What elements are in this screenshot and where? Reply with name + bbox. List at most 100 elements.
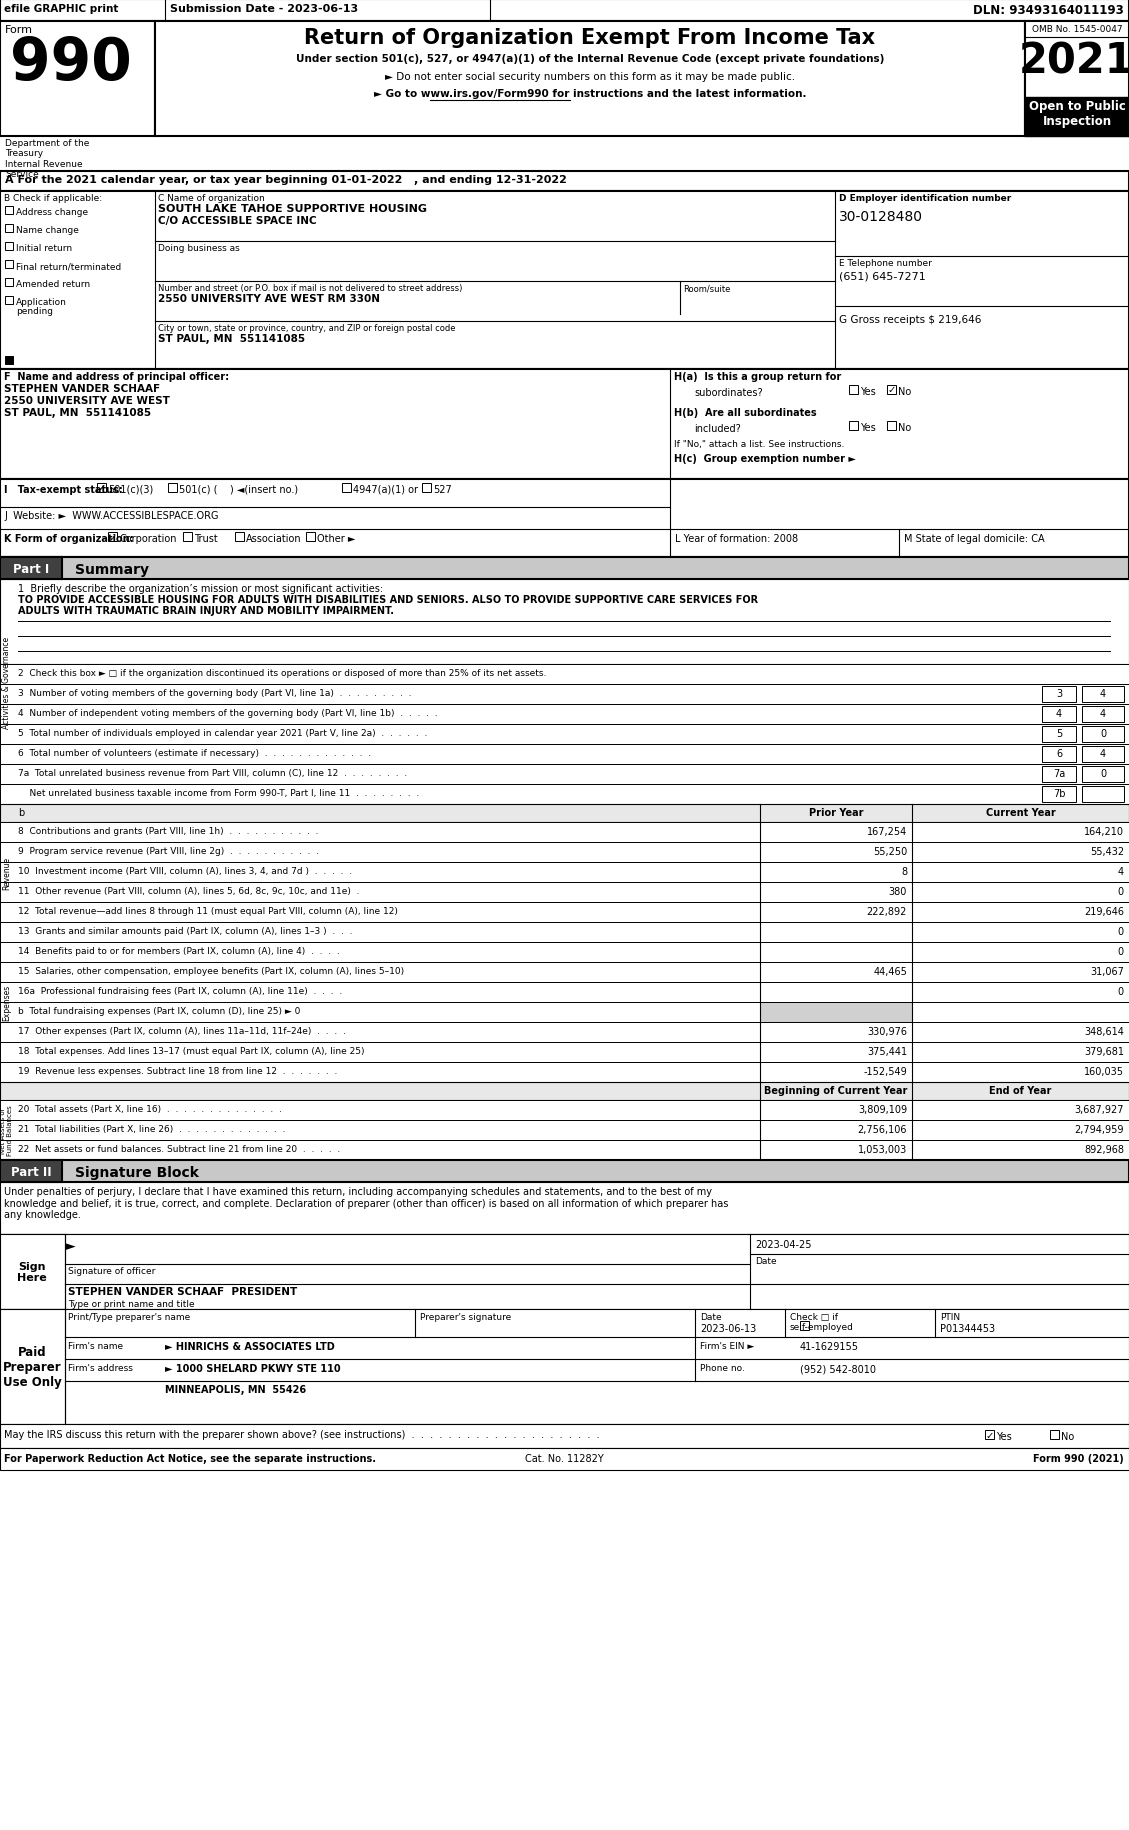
Text: K Form of organization:: K Form of organization:	[5, 534, 133, 544]
Text: ►: ►	[65, 1239, 76, 1252]
Bar	[5, 296, 14, 306]
Text: 20  Total assets (Part X, line 16)  .  .  .  .  .  .  .  .  .  .  .  .  .  .: 20 Total assets (Part X, line 16) . . . …	[18, 1103, 282, 1113]
Text: (651) 645-7271: (651) 645-7271	[839, 271, 926, 280]
Text: 16a  Professional fundraising fees (Part IX, column (A), line 11e)  .  .  .  .: 16a Professional fundraising fees (Part …	[18, 986, 342, 996]
Text: Date: Date	[700, 1312, 721, 1321]
Bar	[0, 785, 1129, 805]
Text: H(b)  Are all subordinates: H(b) Are all subordinates	[674, 408, 816, 417]
Bar	[0, 963, 1129, 983]
Bar	[0, 1100, 1129, 1120]
Bar	[1042, 747, 1076, 763]
Text: PTIN: PTIN	[940, 1312, 960, 1321]
Text: If "No," attach a list. See instructions.: If "No," attach a list. See instructions…	[674, 439, 844, 448]
Bar	[0, 22, 155, 137]
Text: 30-0128480: 30-0128480	[839, 210, 924, 223]
Bar	[0, 558, 62, 580]
Text: 379,681: 379,681	[1084, 1047, 1124, 1056]
Text: Form 990 (2021): Form 990 (2021)	[1033, 1453, 1124, 1464]
Text: 55,432: 55,432	[1089, 847, 1124, 856]
Text: P01344453: P01344453	[940, 1323, 995, 1334]
Text: 3,687,927: 3,687,927	[1075, 1103, 1124, 1114]
Bar	[0, 684, 1129, 705]
Text: 4: 4	[1100, 688, 1106, 699]
Text: 4  Number of independent voting members of the governing body (Part VI, line 1b): 4 Number of independent voting members o…	[18, 708, 438, 717]
Text: 0: 0	[1100, 769, 1106, 778]
Text: 22  Net assets or fund balances. Subtract line 21 from line 20  .  .  .  .  .: 22 Net assets or fund balances. Subtract…	[18, 1144, 340, 1153]
Bar	[1082, 686, 1124, 703]
Text: May the IRS discuss this return with the preparer shown above? (see instructions: May the IRS discuss this return with the…	[5, 1429, 599, 1438]
Text: 18  Total expenses. Add lines 13–17 (must equal Part IX, column (A), line 25): 18 Total expenses. Add lines 13–17 (must…	[18, 1047, 365, 1056]
Text: 12  Total revenue—add lines 8 through 11 (must equal Part VIII, column (A), line: 12 Total revenue—add lines 8 through 11 …	[18, 906, 397, 915]
Text: 0: 0	[1118, 946, 1124, 957]
Bar	[0, 1120, 1129, 1140]
Bar	[183, 533, 192, 542]
Text: Phone no.: Phone no.	[700, 1363, 745, 1372]
Text: C Name of organization: C Name of organization	[158, 194, 264, 203]
Bar	[0, 1448, 1129, 1469]
Text: (952) 542-8010: (952) 542-8010	[800, 1363, 876, 1372]
Text: TO PROVIDE ACCESSIBLE HOUSING FOR ADULTS WITH DISABILITIES AND SENIORS. ALSO TO : TO PROVIDE ACCESSIBLE HOUSING FOR ADULTS…	[18, 595, 759, 604]
Bar	[760, 1003, 912, 1023]
Bar	[849, 386, 858, 395]
Text: Signature of officer: Signature of officer	[68, 1266, 156, 1276]
Text: 167,254: 167,254	[867, 827, 907, 836]
Bar	[1082, 767, 1124, 783]
Bar	[155, 22, 1025, 137]
Text: MINNEAPOLIS, MN  55426: MINNEAPOLIS, MN 55426	[165, 1383, 306, 1394]
Bar	[0, 765, 1129, 785]
Bar	[168, 483, 177, 492]
Text: End of Year: End of Year	[989, 1085, 1052, 1096]
Text: 6  Total number of volunteers (estimate if necessary)  .  .  .  .  .  .  .  .  .: 6 Total number of volunteers (estimate i…	[18, 748, 371, 758]
Bar	[0, 0, 1129, 22]
Text: 2  Check this box ► □ if the organization discontinued its operations or dispose: 2 Check this box ► □ if the organization…	[18, 668, 546, 677]
Bar	[5, 262, 14, 269]
Text: ► Go to www.irs.gov/Form990 for instructions and the latest information.: ► Go to www.irs.gov/Form990 for instruct…	[374, 90, 806, 99]
Bar	[0, 479, 1129, 558]
Text: Date: Date	[755, 1257, 777, 1265]
Text: Print/Type preparer's name: Print/Type preparer's name	[68, 1312, 191, 1321]
Bar	[342, 483, 351, 492]
Text: 21  Total liabilities (Part X, line 26)  .  .  .  .  .  .  .  .  .  .  .  .  .: 21 Total liabilities (Part X, line 26) .…	[18, 1124, 286, 1133]
Text: ST PAUL, MN  551141085: ST PAUL, MN 551141085	[5, 408, 151, 417]
Bar	[0, 558, 1129, 580]
Text: Preparer's signature: Preparer's signature	[420, 1312, 511, 1321]
Text: E Telephone number: E Telephone number	[839, 258, 931, 267]
Text: 501(c) (    ) ◄(insert no.): 501(c) ( ) ◄(insert no.)	[180, 485, 298, 494]
Text: 9  Program service revenue (Part VIII, line 2g)  .  .  .  .  .  .  .  .  .  .  .: 9 Program service revenue (Part VIII, li…	[18, 847, 320, 856]
Text: No: No	[898, 423, 911, 432]
Text: 4: 4	[1056, 708, 1062, 719]
Bar	[887, 386, 896, 395]
Text: Open to Public
Inspection: Open to Public Inspection	[1029, 101, 1126, 128]
Bar	[0, 805, 1129, 822]
Bar	[1082, 747, 1124, 763]
Text: 501(c)(3): 501(c)(3)	[108, 485, 154, 494]
Text: I   Tax-exempt status:: I Tax-exempt status:	[5, 485, 123, 494]
Text: 5  Total number of individuals employed in calendar year 2021 (Part V, line 2a) : 5 Total number of individuals employed i…	[18, 728, 428, 737]
Text: Yes: Yes	[860, 423, 876, 432]
Text: ► Do not enter social security numbers on this form as it may be made public.: ► Do not enter social security numbers o…	[385, 71, 795, 82]
Text: Part I: Part I	[12, 562, 50, 576]
Text: Room/suite: Room/suite	[683, 284, 730, 293]
Text: 7a: 7a	[1053, 769, 1065, 778]
Bar	[0, 902, 1129, 922]
Text: 13  Grants and similar amounts paid (Part IX, column (A), lines 1–3 )  .  .  .: 13 Grants and similar amounts paid (Part…	[18, 926, 352, 935]
Text: 375,441: 375,441	[867, 1047, 907, 1056]
Text: 15  Salaries, other compensation, employee benefits (Part IX, column (A), lines : 15 Salaries, other compensation, employe…	[18, 966, 404, 975]
Text: 3,809,109: 3,809,109	[858, 1103, 907, 1114]
Text: 380: 380	[889, 886, 907, 897]
Bar	[306, 533, 315, 542]
Bar	[0, 1043, 1129, 1063]
Text: Type or print name and title: Type or print name and title	[68, 1299, 194, 1308]
Text: 892,968: 892,968	[1084, 1144, 1124, 1155]
Text: Final return/terminated: Final return/terminated	[16, 262, 121, 271]
Text: Application: Application	[16, 298, 67, 307]
Text: Part II: Part II	[10, 1166, 51, 1179]
Bar	[849, 421, 858, 430]
Bar	[0, 1082, 1129, 1100]
Text: F  Name and address of principal officer:: F Name and address of principal officer:	[5, 371, 229, 382]
Text: Yes: Yes	[996, 1431, 1012, 1442]
Text: 4: 4	[1100, 748, 1106, 759]
Text: Beginning of Current Year: Beginning of Current Year	[764, 1085, 908, 1096]
Text: G Gross receipts $ 219,646: G Gross receipts $ 219,646	[839, 315, 981, 324]
Text: ► HINRICHS & ASSOCIATES LTD: ► HINRICHS & ASSOCIATES LTD	[165, 1341, 335, 1351]
